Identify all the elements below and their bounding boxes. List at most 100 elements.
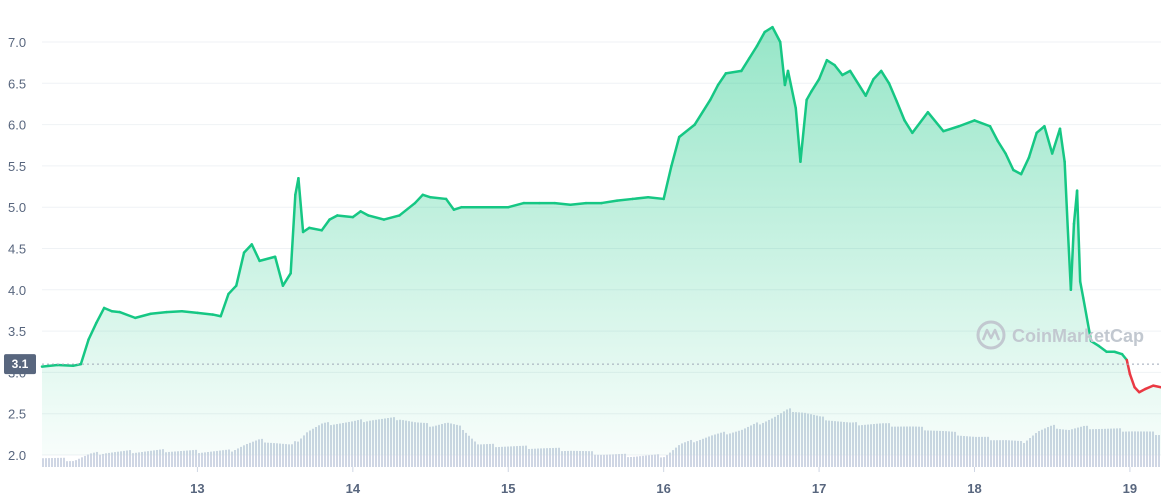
volume-bar [192, 450, 194, 467]
volume-bar [144, 451, 146, 467]
price-line-segment [848, 69, 867, 97]
volume-bar [495, 447, 497, 467]
volume-bar [288, 444, 290, 467]
volume-bar [528, 448, 530, 467]
volume-bar [291, 444, 293, 467]
price-line-segment [211, 313, 222, 318]
y-tick-label: 5.5 [8, 159, 26, 174]
price-line-segment [102, 306, 114, 313]
volume-bar [678, 445, 680, 467]
volume-bar [645, 455, 647, 467]
price-line-segment [833, 63, 844, 77]
price-line-segment [196, 311, 215, 316]
price-lines [40, 25, 1161, 394]
volume-bar [186, 450, 188, 467]
volume-bar [507, 446, 509, 467]
volume-bar [93, 452, 95, 467]
volume-bar [519, 445, 521, 467]
price-line-segment [786, 69, 798, 110]
price-line-segment [794, 106, 802, 164]
volume-bar [147, 451, 149, 467]
volume-bar [540, 448, 542, 467]
price-line-segment [996, 139, 1007, 155]
price-line-segment [452, 205, 463, 211]
price-line-segment [942, 125, 961, 133]
price-line-segment [1035, 125, 1046, 135]
volume-bar [570, 450, 572, 467]
volume-bar [165, 452, 167, 467]
price-line-segment [569, 201, 588, 206]
x-tick-label: 15 [501, 481, 515, 496]
watermark-text: CoinMarketCap [1012, 326, 1144, 346]
x-axis: 13 14 15 16 17 18 19 [190, 467, 1137, 496]
price-line-segment [716, 72, 728, 87]
price-line-segment [747, 44, 759, 60]
volume-bar [72, 461, 74, 467]
volume-bar [282, 443, 284, 467]
volume-bar [504, 446, 506, 467]
reference-badge-label: 3.1 [12, 357, 29, 371]
volume-bar [633, 456, 635, 467]
price-line-segment [887, 82, 899, 103]
volume-bar [612, 454, 614, 467]
volume-bar [618, 454, 620, 467]
price-line-segment [880, 69, 891, 85]
price-line-segment [805, 90, 813, 102]
price-line-segment [817, 58, 829, 81]
volume-bar [96, 451, 98, 467]
y-tick-label: 5.0 [8, 200, 26, 215]
price-line-segment [95, 306, 106, 325]
price-line-segment [227, 284, 238, 296]
volume-bar [642, 455, 644, 467]
price-line-segment [1089, 339, 1101, 348]
x-tick-label: 16 [656, 481, 670, 496]
price-line-segment [328, 214, 339, 221]
volume-bar [108, 452, 110, 467]
volume-bar [171, 451, 173, 467]
volume-bar [630, 456, 632, 467]
volume-bar [123, 450, 125, 467]
volume-bar [585, 451, 587, 467]
volume-bar [276, 443, 278, 467]
price-line-segment [825, 58, 836, 67]
price-line-segment [1019, 156, 1031, 176]
volume-bar [279, 443, 281, 467]
price-line-segment [1097, 344, 1108, 353]
price-line-segment [320, 218, 331, 232]
volume-bar [207, 452, 209, 467]
price-line-segment [926, 110, 945, 133]
volume-bar [237, 448, 239, 467]
volume-bar [483, 444, 485, 467]
volume-bar [111, 452, 113, 467]
volume-bar [81, 457, 83, 467]
volume-bar [114, 452, 116, 467]
price-line-segment [864, 77, 875, 97]
volume-bar [492, 443, 494, 467]
price-line-segment [235, 251, 246, 287]
volume-bar [66, 461, 68, 467]
volume-bar [84, 455, 86, 467]
volume-bar [648, 455, 650, 467]
volume-bar [120, 451, 122, 467]
price-line-segment [957, 119, 976, 128]
price-line-segment [662, 164, 673, 201]
price-line-segment [1144, 384, 1155, 391]
price-line-segment [1027, 131, 1038, 159]
y-tick-label: 7.0 [8, 35, 26, 50]
volume-bar [105, 453, 107, 467]
volume-bar [543, 448, 545, 467]
price-line-segment [165, 310, 184, 314]
volume-bar [549, 448, 551, 467]
price-line-segment [242, 243, 254, 254]
price-line-segment [646, 196, 665, 201]
y-tick-label: 4.0 [8, 283, 26, 298]
price-line-segment [421, 193, 432, 199]
volume-bar [273, 443, 275, 467]
volume-bar [225, 449, 227, 467]
price-line-segment [988, 125, 1000, 143]
price-line-segment [1004, 152, 1015, 172]
volume-bar [624, 453, 626, 467]
volume-bar [177, 451, 179, 467]
volume-bar [558, 447, 560, 467]
